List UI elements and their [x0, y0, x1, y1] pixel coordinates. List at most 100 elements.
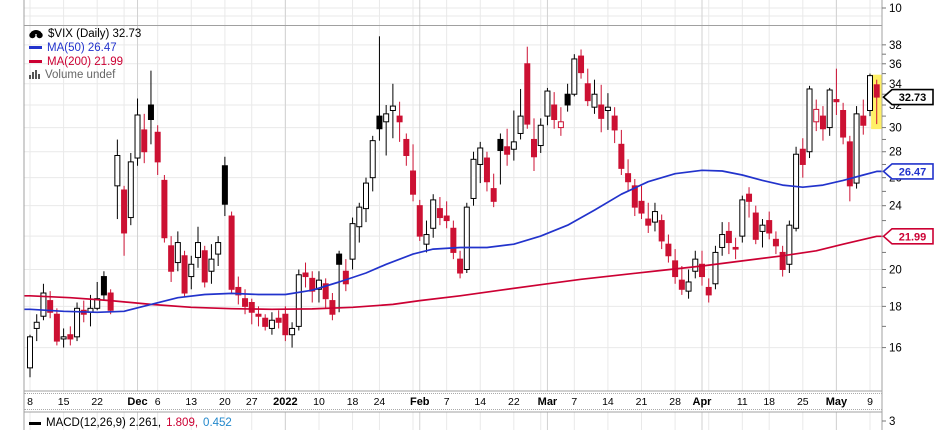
candle[interactable] [867, 75, 873, 112]
candle[interactable] [531, 138, 537, 158]
candle[interactable] [826, 89, 833, 129]
candle[interactable] [658, 220, 665, 242]
candle[interactable] [100, 276, 107, 296]
candle[interactable] [215, 242, 222, 255]
candle[interactable] [60, 336, 67, 340]
candle[interactable] [584, 83, 591, 102]
candle[interactable] [309, 277, 316, 292]
candle[interactable] [208, 258, 215, 272]
candle[interactable] [806, 88, 813, 153]
candle[interactable] [396, 115, 403, 123]
candle[interactable] [342, 270, 349, 285]
candle[interactable] [423, 234, 430, 245]
candle[interactable] [195, 242, 201, 258]
candle[interactable] [598, 104, 605, 119]
candle[interactable] [282, 313, 289, 336]
candle[interactable] [544, 90, 551, 117]
candle[interactable] [692, 258, 699, 272]
candle[interactable] [53, 313, 60, 342]
candle[interactable] [33, 321, 40, 329]
candle[interactable] [154, 131, 161, 163]
annotation-binoculars-icon[interactable] [29, 29, 43, 39]
candle[interactable] [181, 255, 188, 294]
candle[interactable] [571, 58, 578, 95]
candle[interactable] [363, 182, 369, 210]
candle[interactable] [490, 188, 497, 202]
candle[interactable] [262, 317, 269, 327]
candle[interactable] [450, 227, 457, 253]
candle[interactable] [349, 223, 356, 260]
candle[interactable] [416, 205, 423, 237]
candle[interactable] [174, 242, 181, 264]
candle[interactable] [27, 336, 33, 369]
candle[interactable] [618, 143, 625, 169]
candle[interactable] [127, 161, 134, 219]
candle[interactable] [752, 212, 759, 240]
candle[interactable] [141, 129, 148, 153]
candle[interactable] [147, 104, 154, 121]
candle[interactable] [524, 63, 531, 125]
candle[interactable] [477, 147, 484, 165]
candle[interactable] [383, 113, 390, 123]
candle[interactable] [551, 104, 558, 121]
candle[interactable] [228, 215, 235, 290]
candle[interactable] [410, 170, 417, 195]
candle[interactable] [121, 189, 128, 234]
candle[interactable] [242, 298, 249, 307]
candle[interactable] [336, 253, 343, 265]
candle[interactable] [625, 173, 632, 183]
candle[interactable] [813, 108, 820, 123]
candle[interactable] [537, 124, 544, 147]
candle[interactable] [678, 279, 685, 290]
candle[interactable] [611, 115, 618, 131]
candle[interactable] [766, 220, 773, 234]
candle[interactable] [604, 106, 611, 112]
candle[interactable] [40, 292, 47, 317]
candle[interactable] [591, 93, 598, 108]
candle[interactable] [315, 279, 322, 290]
candle[interactable] [799, 148, 806, 165]
candle[interactable] [403, 138, 410, 156]
candle[interactable] [725, 230, 732, 244]
candle[interactable] [114, 154, 121, 187]
candle[interactable] [497, 138, 504, 151]
candle[interactable] [719, 234, 726, 248]
candle[interactable] [483, 157, 490, 183]
candle[interactable] [295, 274, 302, 327]
candle[interactable] [873, 84, 880, 98]
candle[interactable] [557, 121, 564, 129]
candle[interactable] [221, 165, 228, 205]
candle[interactable] [631, 185, 638, 208]
candle[interactable] [517, 115, 524, 134]
candle[interactable] [759, 224, 766, 232]
candle[interactable] [302, 272, 309, 278]
candle[interactable] [188, 263, 195, 278]
candle[interactable] [779, 251, 786, 270]
candle[interactable] [376, 115, 383, 130]
candle[interactable] [793, 153, 800, 229]
candle[interactable] [443, 215, 450, 222]
candle[interactable] [705, 286, 712, 296]
candle[interactable] [470, 158, 477, 199]
candle[interactable] [322, 283, 329, 300]
candle[interactable] [712, 251, 719, 285]
candle[interactable] [201, 250, 208, 283]
candle[interactable] [255, 313, 262, 317]
candle[interactable] [107, 292, 114, 311]
candle[interactable] [47, 300, 54, 313]
candle[interactable] [94, 298, 101, 309]
candle[interactable] [819, 115, 826, 130]
candle[interactable] [268, 319, 275, 329]
candle[interactable] [134, 114, 141, 159]
candle[interactable] [248, 302, 255, 313]
candle[interactable] [504, 146, 511, 155]
candle[interactable] [699, 263, 705, 278]
candle[interactable] [510, 141, 517, 150]
candle[interactable] [853, 113, 860, 184]
candle[interactable] [638, 200, 645, 214]
candle[interactable] [840, 110, 847, 138]
candle[interactable] [356, 206, 363, 228]
candle[interactable] [645, 218, 652, 226]
candle[interactable] [772, 238, 779, 247]
